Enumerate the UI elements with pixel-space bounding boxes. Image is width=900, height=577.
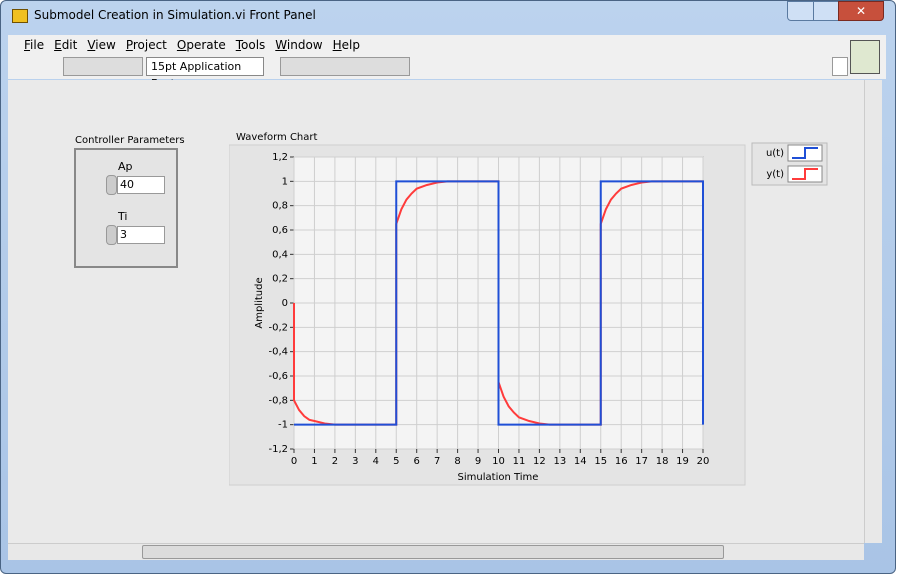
- y-tick-label: 1: [282, 176, 288, 187]
- control-value[interactable]: 3: [117, 226, 165, 244]
- menu-item[interactable]: Project: [125, 38, 167, 52]
- window-title: Submodel Creation in Simulation.vi Front…: [34, 8, 316, 22]
- minimize-button[interactable]: [787, 1, 815, 21]
- control-spinner[interactable]: [106, 225, 117, 245]
- menu-bar: [8, 35, 886, 53]
- menu-item[interactable]: Edit: [54, 38, 78, 52]
- y-axis-label: Amplitude: [254, 277, 265, 328]
- vertical-scrollbar[interactable]: [864, 80, 882, 543]
- x-tick-label: 1: [311, 456, 317, 467]
- y-tick-label: 0,6: [272, 225, 288, 236]
- font-dropdown[interactable]: 15pt Application Font: [146, 57, 264, 90]
- y-tick-label: 0: [282, 298, 288, 309]
- x-tick-label: 13: [553, 456, 566, 467]
- legend-label: y(t): [766, 169, 784, 180]
- menu-item[interactable]: Tools: [235, 38, 266, 52]
- x-tick-label: 16: [615, 456, 628, 467]
- close-button[interactable]: ✕: [838, 1, 884, 21]
- y-tick-label: -1,2: [268, 444, 288, 455]
- align-buttons[interactable]: [280, 57, 410, 76]
- menu-item[interactable]: Window: [275, 38, 323, 52]
- run-buttons[interactable]: [63, 57, 143, 76]
- x-tick-label: 15: [594, 456, 607, 467]
- y-tick-label: -0,4: [268, 347, 288, 358]
- control-label: Ti: [118, 210, 128, 223]
- menu-item[interactable]: Operate: [176, 38, 226, 52]
- x-tick-label: 0: [291, 456, 297, 467]
- x-tick-label: 10: [492, 456, 505, 467]
- app-icon: [12, 9, 28, 23]
- x-tick-label: 14: [574, 456, 587, 467]
- controls-group: [74, 148, 178, 268]
- y-tick-label: 0,2: [272, 274, 288, 285]
- control-label: Ap: [118, 160, 133, 173]
- y-tick-label: 1,2: [272, 152, 288, 163]
- x-tick-label: 17: [635, 456, 648, 467]
- help-button[interactable]: [832, 57, 848, 76]
- y-tick-label: 0,4: [272, 249, 288, 260]
- menu-item[interactable]: File: [24, 38, 45, 52]
- x-tick-label: 5: [393, 456, 399, 467]
- legend-label: u(t): [766, 148, 784, 159]
- x-tick-label: 2: [332, 456, 338, 467]
- chart: Waveform Chart Amplitude Simulation Time…: [229, 132, 828, 486]
- x-tick-label: 19: [676, 456, 689, 467]
- x-tick-label: 3: [352, 456, 358, 467]
- group-label: Controller Parameters: [75, 135, 185, 146]
- legend-swatch: [792, 168, 818, 180]
- x-tick-label: 7: [434, 456, 440, 467]
- x-tick-label: 12: [533, 456, 546, 467]
- x-tick-label: 11: [513, 456, 526, 467]
- control-spinner[interactable]: [106, 175, 117, 195]
- y-tick-label: -0,2: [268, 322, 288, 333]
- control-value[interactable]: 40: [117, 176, 165, 194]
- scroll-thumb[interactable]: [142, 545, 724, 559]
- legend-swatch: [792, 147, 818, 159]
- chart-title: Waveform Chart: [236, 132, 318, 143]
- x-tick-label: 20: [697, 456, 710, 467]
- vi-icon: [850, 40, 880, 74]
- menu-item[interactable]: View: [87, 38, 116, 52]
- x-tick-label: 4: [373, 456, 379, 467]
- y-tick-label: 0,8: [272, 201, 288, 212]
- x-axis-label: Simulation Time: [458, 472, 539, 483]
- maximize-button[interactable]: [813, 1, 840, 21]
- x-tick-label: 6: [414, 456, 420, 467]
- y-tick-label: -0,8: [268, 395, 288, 406]
- x-tick-label: 9: [475, 456, 481, 467]
- menu-item[interactable]: Help: [332, 38, 360, 52]
- y-tick-label: -1: [278, 420, 288, 431]
- y-tick-label: -0,6: [268, 371, 288, 382]
- x-tick-label: 18: [656, 456, 669, 467]
- series-line: [294, 180, 704, 426]
- x-tick-label: 8: [454, 456, 460, 467]
